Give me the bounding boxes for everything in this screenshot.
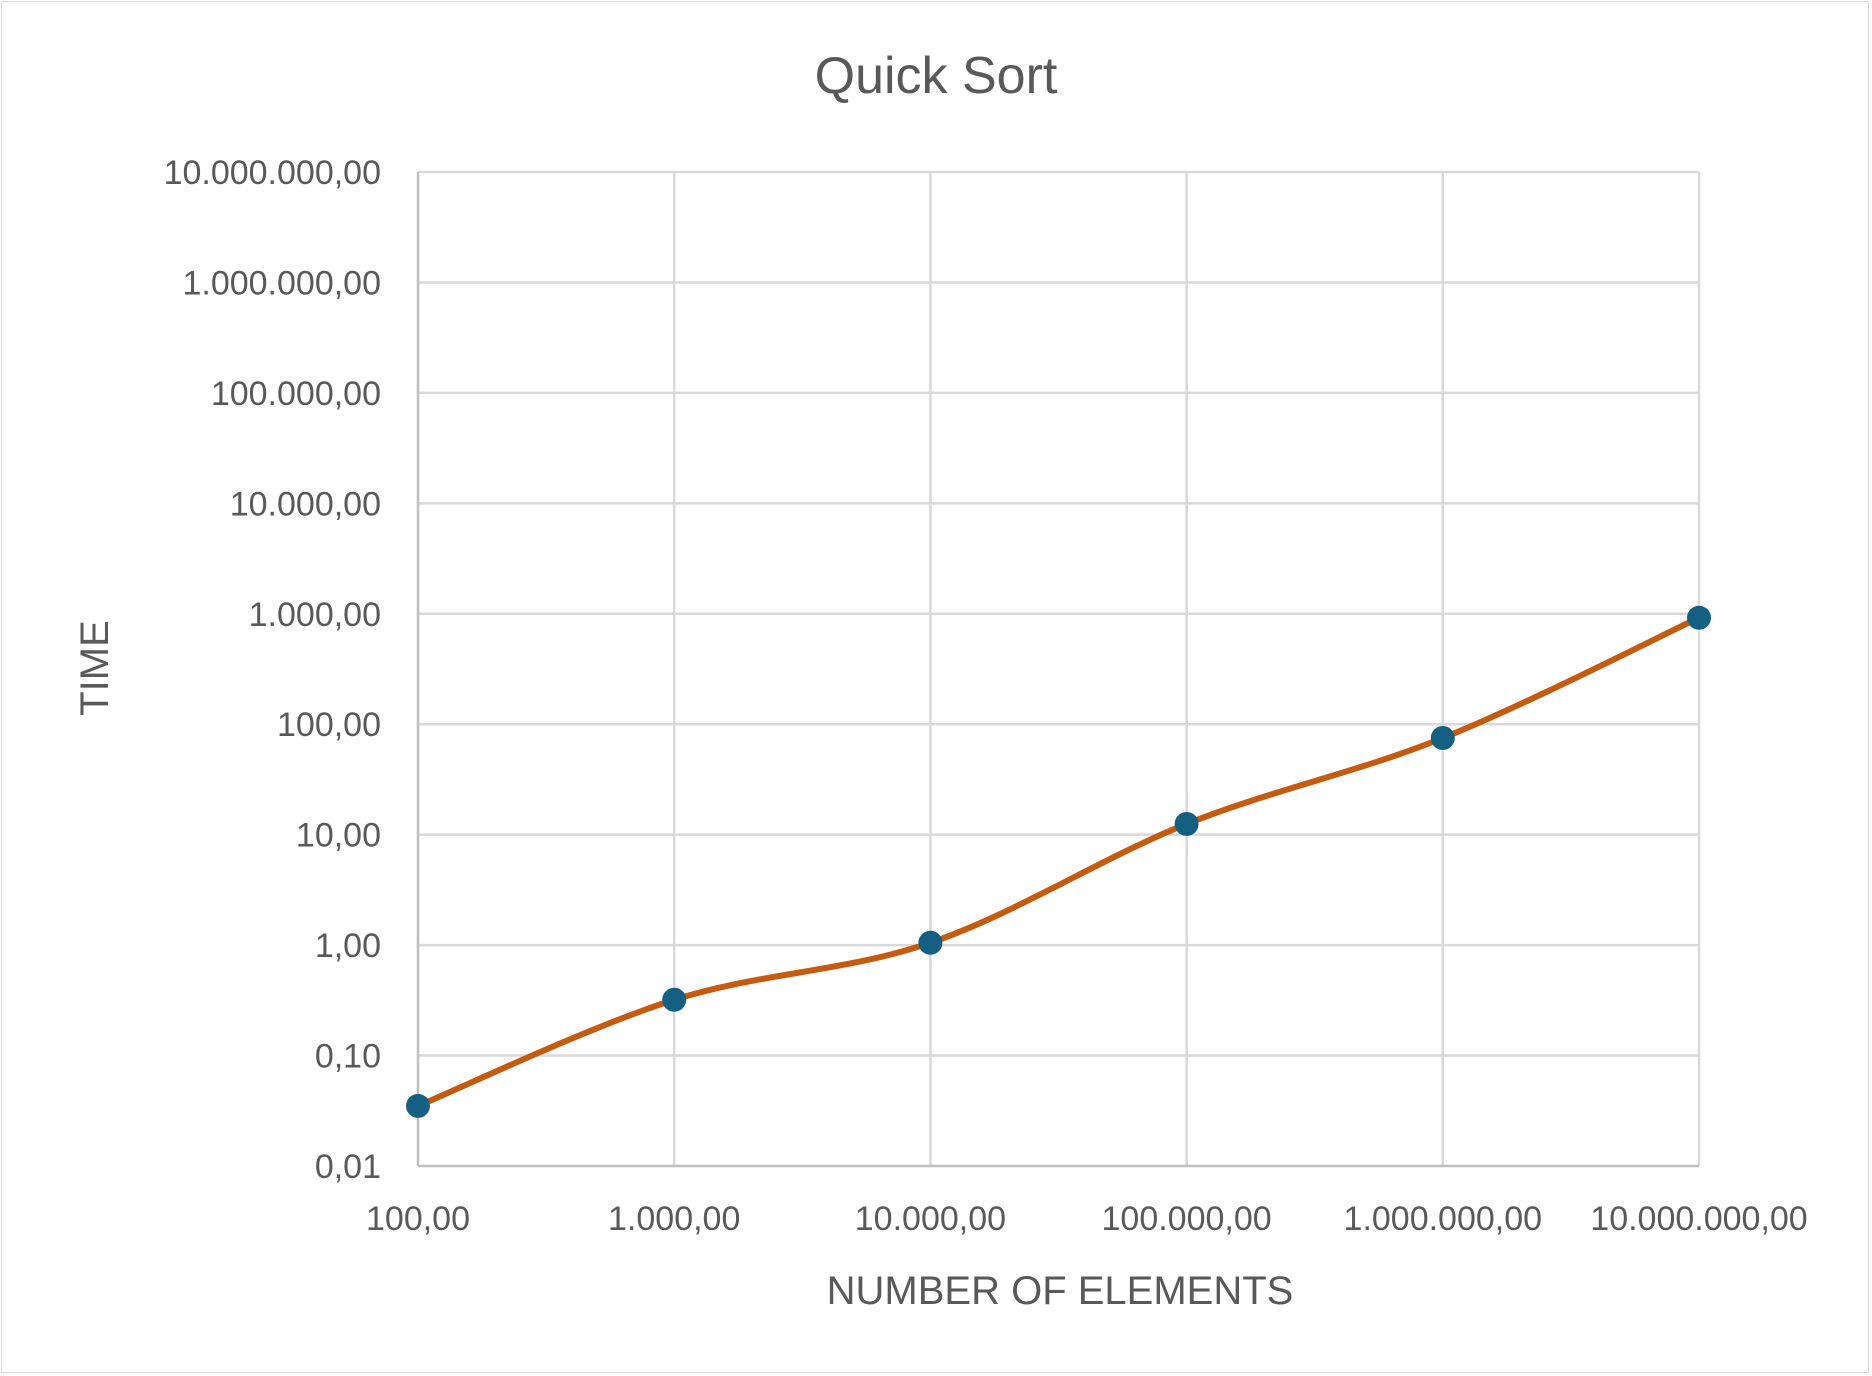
series-line [415,614,1702,1109]
x-tick-label: 10.000,00 [855,1200,1006,1238]
x-tick-label: 1.000,00 [608,1200,740,1238]
y-tick-label: 10.000.000,00 [164,154,381,192]
y-tick-label: 100,00 [277,706,381,744]
x-tick-labels: 100,00 1.000,00 10.000,00 100.000,00 1.000.0… [366,1200,1808,1238]
y-tick-label: 0,01 [315,1148,381,1186]
y-tick-label: 1.000.000,00 [182,264,381,302]
data-point [1174,811,1199,836]
y-tick-label: 10.000,00 [230,485,381,523]
data-point [662,987,687,1012]
y-tick-label: 10,00 [296,817,381,855]
grid-lines [416,170,1701,1168]
data-point [406,1093,430,1118]
y-axis-title: TIME [73,620,117,716]
y-tick-label: 1.000,00 [249,596,381,634]
x-tick-label: 100.000,00 [1102,1200,1272,1238]
y-tick-labels: 0,01 0,10 1,00 10,00 100,00 1.000,00 10.000,00… [164,154,381,1186]
y-tick-label: 0,10 [315,1038,381,1076]
y-tick-label: 1,00 [315,927,381,965]
series-layer [406,605,1711,1118]
x-tick-label: 10.000.000,00 [1590,1200,1807,1238]
data-point [1687,605,1711,630]
x-tick-label: 100,00 [366,1200,470,1238]
x-axis-title: NUMBER OF ELEMENTS [827,1269,1294,1313]
chart-title: Quick Sort [815,47,1058,105]
x-tick-label: 1.000.000,00 [1344,1200,1543,1238]
y-tick-label: 100.000,00 [211,375,381,413]
data-point [918,930,943,955]
data-point [1430,726,1455,751]
